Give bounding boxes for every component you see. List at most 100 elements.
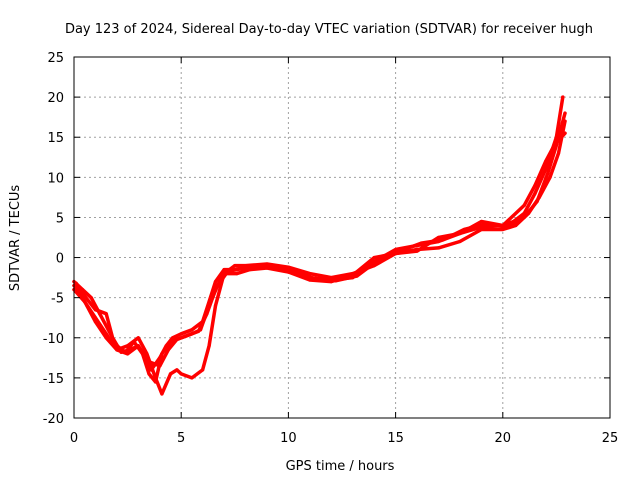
y-axis-label: SDTVAR / TECUs [8,185,23,292]
x-tick-label: 20 [495,431,512,446]
x-axis-label: GPS time / hours [286,459,395,474]
data-point [213,280,218,284]
data-point [355,274,359,278]
data-point [291,269,295,273]
data-point [104,312,108,316]
x-tick-label: 25 [602,431,619,446]
data-point [126,344,130,348]
data-point [479,219,483,224]
data-point [104,332,108,336]
data-point [196,329,200,333]
data-point [207,344,211,348]
data-point [222,270,226,274]
data-point [171,336,175,340]
data-point [436,246,441,250]
x-tick-label: 10 [280,431,297,446]
data-point [563,131,567,135]
data-point [213,288,218,292]
plot-frame [73,56,611,419]
data-point [168,340,173,344]
data-point [329,276,333,280]
data-point [312,276,316,280]
y-tick-label: -5 [51,292,64,307]
data-point [458,239,462,244]
data-point [505,225,509,229]
y-tick-label: -10 [43,332,64,347]
data-point [160,392,164,396]
data-point [153,376,158,380]
data-point [334,279,338,283]
data-point [147,360,151,364]
data-point [190,376,194,380]
data-point [190,328,194,332]
y-tick-label: 20 [47,91,64,106]
data-point [166,348,170,352]
data-point [205,312,209,316]
data-point [351,272,355,276]
data-point [556,151,561,155]
data-point [231,268,235,272]
data-point [93,308,97,312]
data-point [136,336,140,340]
data-point [128,348,132,352]
data-point [83,294,87,298]
x-tick-label: 0 [70,431,78,446]
data-point [179,332,183,336]
data-point [419,241,423,245]
data-point [546,171,550,175]
data-point [83,300,87,304]
data-point [233,264,237,268]
data-point [535,199,539,203]
data-point [561,95,565,99]
data-point [462,227,466,232]
data-point [563,111,567,115]
data-point [501,227,505,232]
y-tick-label: 0 [56,252,64,267]
x-tick-label: 15 [387,431,404,446]
data-point [415,249,419,253]
data-point [394,247,398,252]
y-tick-label: 15 [47,131,64,146]
y-tick-label: 25 [47,51,64,66]
data-point [372,256,376,260]
y-tick-label: -15 [43,372,64,387]
data-point [514,223,518,228]
data-point [522,215,526,219]
data-point [213,304,218,308]
data-point [308,278,312,282]
y-tick-label: 10 [47,171,64,186]
y-tick-label: -20 [43,412,64,427]
data-point [201,368,205,372]
data-point [147,372,151,376]
data-point [544,159,548,163]
data-point [533,183,537,187]
data-point [136,344,140,348]
data-point [436,235,441,240]
data-point [308,272,312,276]
data-point [175,337,179,341]
data-point [235,272,239,276]
series-layer [72,95,567,396]
data-point [554,143,559,147]
data-point [398,249,402,253]
data-point [269,264,273,268]
data-point [179,372,183,376]
data-point [158,364,162,368]
data-point [93,316,97,320]
ticks [73,56,611,419]
data-point [265,262,269,266]
data-point [89,296,93,300]
data-point [175,368,179,372]
data-point [286,265,290,269]
data-point [479,227,483,232]
data-point [243,264,248,268]
data-point [376,258,380,262]
data-point [484,222,488,226]
y-tick-label: 5 [56,211,64,226]
data-point [544,167,548,171]
data-point [119,350,123,354]
data-point [548,175,552,179]
data-point [74,281,78,285]
